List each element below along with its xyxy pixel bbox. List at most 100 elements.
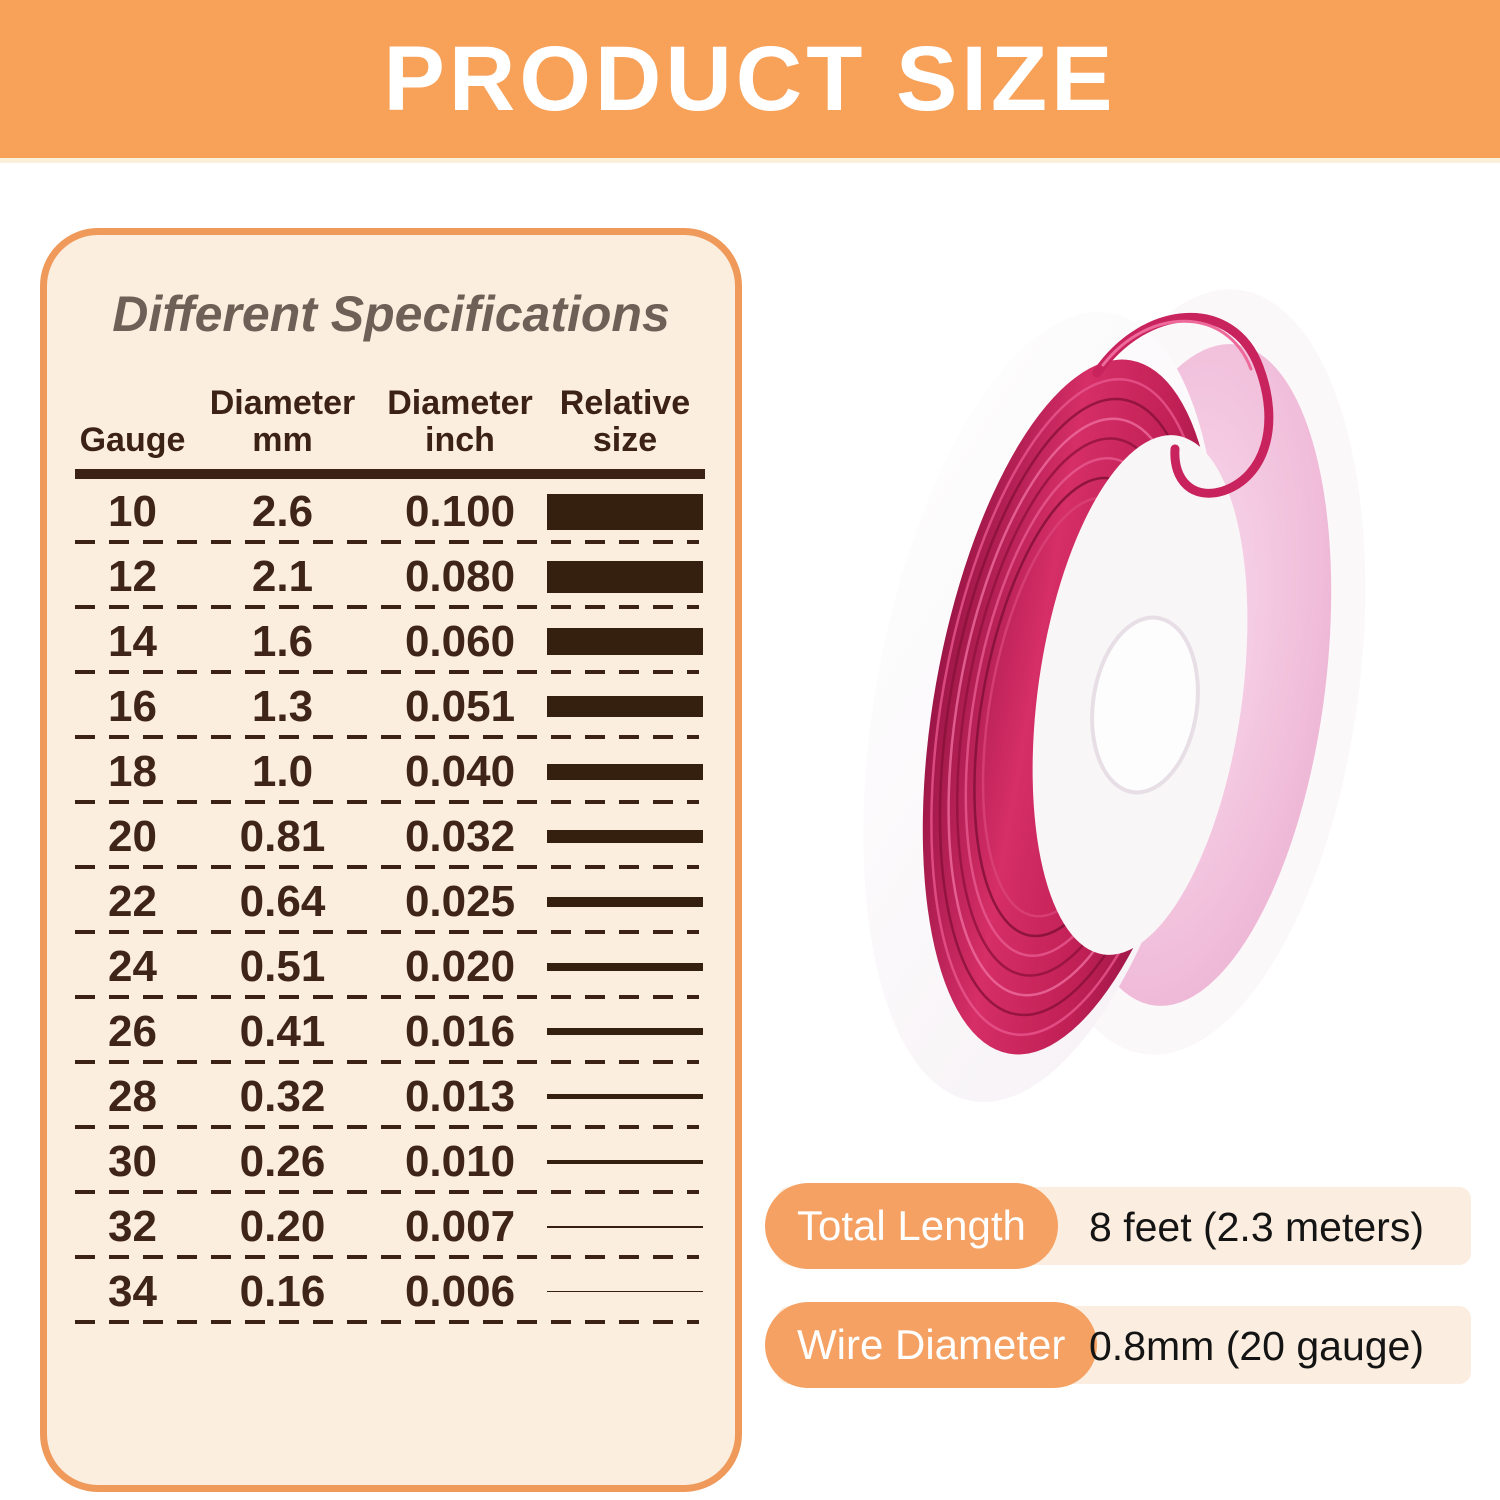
relative-size-bar — [547, 896, 703, 907]
diameter-inch-cell: 0.060 — [404, 616, 516, 666]
diameter-mm-cell: 0.51 — [239, 941, 326, 991]
gauge-cell: 16 — [108, 681, 157, 731]
spec-table-header: Gauge Diameter mm Diameter inch Relative… — [75, 377, 705, 461]
relative-size-cell — [545, 1259, 705, 1324]
relative-size-cell — [545, 1194, 705, 1259]
diameter-inch-cell: 0.032 — [404, 811, 516, 861]
wire-spool-illustration — [863, 289, 1366, 1102]
table-row: 34 0.16 0.006 — [75, 1259, 705, 1324]
gauge-cell: 18 — [108, 746, 157, 796]
column-header-diameter-mm: Diameter mm — [209, 384, 356, 459]
relative-size-cell — [545, 479, 705, 544]
relative-size-bar — [547, 1225, 703, 1228]
relative-size-bar — [547, 830, 703, 843]
diameter-inch-cell: 0.025 — [404, 876, 516, 926]
gauge-cell: 22 — [108, 876, 157, 926]
diameter-mm-cell: 0.64 — [239, 876, 326, 926]
diameter-mm-cell: 0.32 — [239, 1071, 326, 1121]
diameter-inch-cell: 0.007 — [404, 1201, 516, 1251]
diameter-inch-cell: 0.016 — [404, 1006, 516, 1056]
table-row: 24 0.51 0.020 — [75, 934, 705, 999]
product-specs: Total Length 8 feet (2.3 meters) Wire Di… — [765, 1183, 1471, 1421]
table-row: 18 1.0 0.040 — [75, 739, 705, 804]
relative-size-cell — [545, 934, 705, 999]
spool-barrel — [1032, 435, 1248, 955]
gauge-cell: 30 — [108, 1136, 157, 1186]
relative-size-cell — [545, 674, 705, 739]
diameter-inch-cell: 0.040 — [404, 746, 516, 796]
spec-table-body: 10 2.6 0.100 12 2.1 0.080 14 1.6 0.060 — [75, 479, 705, 1324]
relative-size-bar — [547, 1159, 703, 1164]
table-header-rule — [75, 469, 705, 479]
diameter-inch-cell: 0.051 — [404, 681, 516, 731]
diameter-mm-cell: 0.41 — [239, 1006, 326, 1056]
table-row: 14 1.6 0.060 — [75, 609, 705, 674]
diameter-inch-cell: 0.006 — [404, 1266, 516, 1316]
diameter-mm-cell: 1.3 — [251, 681, 314, 731]
wire-loop — [1092, 313, 1274, 498]
diameter-inch-cell: 0.010 — [404, 1136, 516, 1186]
table-row: 20 0.81 0.032 — [75, 804, 705, 869]
diameter-mm-cell: 2.1 — [251, 551, 314, 601]
relative-size-bar — [547, 493, 703, 530]
table-row: 26 0.41 0.016 — [75, 999, 705, 1064]
table-row: 16 1.3 0.051 — [75, 674, 705, 739]
gauge-cell: 34 — [108, 1266, 157, 1316]
column-header-relative-size: Relative size — [559, 384, 691, 459]
spec-row-total-length: Total Length 8 feet (2.3 meters) — [765, 1183, 1471, 1269]
relative-size-bar — [547, 763, 703, 780]
spec-table: Gauge Diameter mm Diameter inch Relative… — [75, 377, 705, 1324]
gauge-cell: 28 — [108, 1071, 157, 1121]
spec-panel-title: Different Specifications — [112, 286, 670, 342]
gauge-cell: 26 — [108, 1006, 157, 1056]
wire-spool-photo — [845, 245, 1460, 1125]
diameter-mm-cell: 1.6 — [251, 616, 314, 666]
relative-size-bar — [547, 962, 703, 971]
spec-panel: Different Specifications Gauge Diameter … — [40, 228, 742, 1492]
diameter-mm-cell: 2.6 — [251, 486, 314, 536]
table-row: 28 0.32 0.013 — [75, 1064, 705, 1129]
wire-diameter-value: 0.8mm (20 gauge) — [1089, 1323, 1425, 1369]
relative-size-bar — [547, 1094, 703, 1099]
table-row: 12 2.1 0.080 — [75, 544, 705, 609]
column-header-diameter-inch: Diameter inch — [387, 384, 533, 459]
gauge-cell: 10 — [108, 486, 157, 536]
table-row: 32 0.20 0.007 — [75, 1194, 705, 1259]
diameter-inch-cell: 0.080 — [404, 551, 516, 601]
relative-size-cell — [545, 739, 705, 804]
gauge-cell: 20 — [108, 811, 157, 861]
relative-size-bar — [547, 1291, 703, 1292]
relative-size-cell — [545, 804, 705, 869]
gauge-cell: 14 — [108, 616, 157, 666]
relative-size-cell — [545, 609, 705, 674]
total-length-value: 8 feet (2.3 meters) — [1089, 1204, 1424, 1250]
column-header-gauge: Gauge — [79, 421, 186, 459]
diameter-inch-cell: 0.100 — [404, 486, 516, 536]
relative-size-cell — [545, 869, 705, 934]
diameter-mm-cell: 1.0 — [251, 746, 314, 796]
gauge-cell: 32 — [108, 1201, 157, 1251]
wire-diameter-label: Wire Diameter — [765, 1302, 1098, 1388]
relative-size-cell — [545, 1064, 705, 1129]
gauge-cell: 12 — [108, 551, 157, 601]
relative-size-bar — [547, 560, 703, 593]
diameter-mm-cell: 0.26 — [239, 1136, 326, 1186]
total-length-label: Total Length — [765, 1183, 1058, 1269]
diameter-mm-cell: 0.81 — [239, 811, 326, 861]
table-row: 10 2.6 0.100 — [75, 479, 705, 544]
relative-size-bar — [547, 1028, 703, 1035]
relative-size-cell — [545, 544, 705, 609]
page-title: PRODUCT SIZE — [383, 27, 1117, 130]
diameter-inch-cell: 0.013 — [404, 1071, 516, 1121]
diameter-inch-cell: 0.020 — [404, 941, 516, 991]
center-hole — [1090, 615, 1200, 795]
relative-size-bar — [547, 696, 703, 717]
relative-size-bar — [547, 628, 703, 655]
diameter-mm-cell: 0.20 — [239, 1201, 326, 1251]
table-row: 30 0.26 0.010 — [75, 1129, 705, 1194]
spec-row-wire-diameter: Wire Diameter 0.8mm (20 gauge) — [765, 1302, 1471, 1388]
relative-size-cell — [545, 999, 705, 1064]
relative-size-cell — [545, 1129, 705, 1194]
gauge-cell: 24 — [108, 941, 157, 991]
